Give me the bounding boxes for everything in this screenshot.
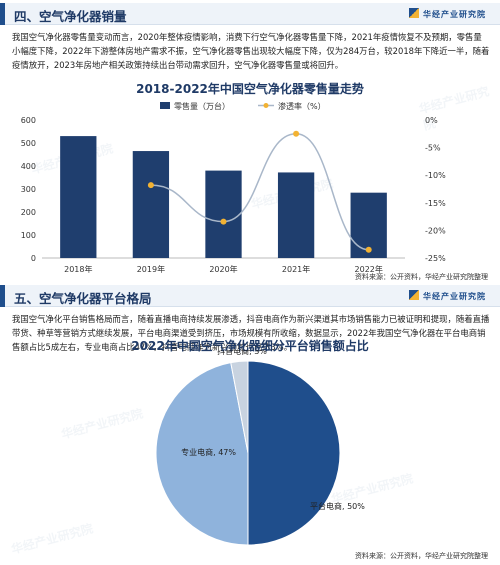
pie-slice: [247, 360, 341, 546]
platform-paragraph: 我国空气净化平台销售格局而言，随着直播电商持续发展渗透，抖音电商作为新兴渠道其市…: [12, 314, 490, 352]
section-title: 四、空气净化器销量: [14, 9, 127, 24]
y-right-tick-label: -5%: [425, 144, 441, 153]
brand-label: 华经产业研究院: [409, 290, 486, 302]
pie-slice-label: 专业电商, 47%: [181, 447, 236, 457]
line-point: [365, 246, 372, 253]
line-point: [293, 130, 300, 137]
section-accent-bar: [0, 285, 5, 307]
series-line: [150, 133, 369, 251]
y-left-tick-label: 400: [21, 162, 36, 171]
x-tick-label: 2018年: [64, 264, 92, 274]
brand-logo-icon: [409, 8, 419, 18]
y-left-tick-label: 300: [21, 185, 36, 194]
y-left-tick-label: 200: [21, 208, 36, 217]
brand-label: 华经产业研究院: [409, 8, 486, 20]
y-right-tick-label: -15%: [425, 199, 446, 208]
chart1-source: 资料来源：公开资料，华经产业研究院整理: [355, 273, 488, 281]
chart1-legend: 零售量（万台） 渗透率（%）: [160, 101, 326, 111]
bar: [277, 172, 315, 258]
section-header-platform: 五、空气净化器平台格局 华经产业研究院: [0, 285, 500, 307]
x-tick-label: 2020年: [209, 264, 237, 274]
pie-slice-label: 抖音电商, 3%: [217, 350, 267, 356]
x-tick-label: 2022年: [355, 264, 383, 274]
y-left-tick-label: 600: [21, 116, 36, 125]
x-tick-label: 2019年: [137, 264, 165, 274]
y-right-tick-label: -25%: [425, 254, 446, 263]
pie-slice: [155, 362, 249, 546]
x-tick-label: 2021年: [282, 264, 310, 274]
y-left-tick-label: 0: [31, 254, 36, 263]
pie-slice: [230, 360, 249, 454]
legend-label-line: 渗透率（%）: [278, 101, 326, 111]
sales-paragraph: 我国空气净化器零售量变动而言，2020年整体疫情影响，消费下行空气净化器零售量下…: [12, 32, 490, 70]
chart1-title: 2018-2022年中国空气净化器零售量走势: [136, 82, 364, 96]
y-left-tick-label: 500: [21, 139, 36, 148]
brand-text: 华经产业研究院: [423, 292, 486, 301]
chart2-title: 2022年中国空气净化器细分平台销售额占比: [131, 339, 369, 353]
section-title: 五、空气净化器平台格局: [14, 291, 152, 306]
legend-swatch-bar: [160, 102, 170, 109]
pie-slice-label: 平台电商, 50%: [310, 501, 365, 511]
line-point: [220, 218, 227, 225]
bar: [60, 136, 97, 258]
y-left-tick-label: 100: [21, 231, 36, 240]
brand-logo-icon: [409, 290, 419, 300]
legend-label-bar: 零售量（万台）: [174, 101, 230, 111]
legend-marker-line: [263, 103, 269, 108]
sales-bar-line-chart: 零售量（万台） 渗透率（%） 0 100 200 300 400 500 600 0% -5% -10…: [21, 101, 446, 274]
y-right-tick-label: 0%: [425, 116, 438, 125]
platform-pie-chart: 平台电商, 50% 专业电商, 47% 抖音电商, 3%: [155, 350, 365, 546]
line-point: [147, 182, 154, 189]
y-right-tick-label: -10%: [425, 171, 446, 180]
chart2-source: 资料来源：公开资料，华经产业研究院整理: [355, 552, 488, 560]
brand-text: 华经产业研究院: [423, 10, 486, 19]
y-right-tick-label: -20%: [425, 226, 446, 235]
bar: [205, 170, 242, 258]
section-header-sales: 四、空气净化器销量 华经产业研究院: [0, 3, 500, 25]
bar: [132, 151, 170, 258]
section-accent-bar: [0, 3, 5, 25]
